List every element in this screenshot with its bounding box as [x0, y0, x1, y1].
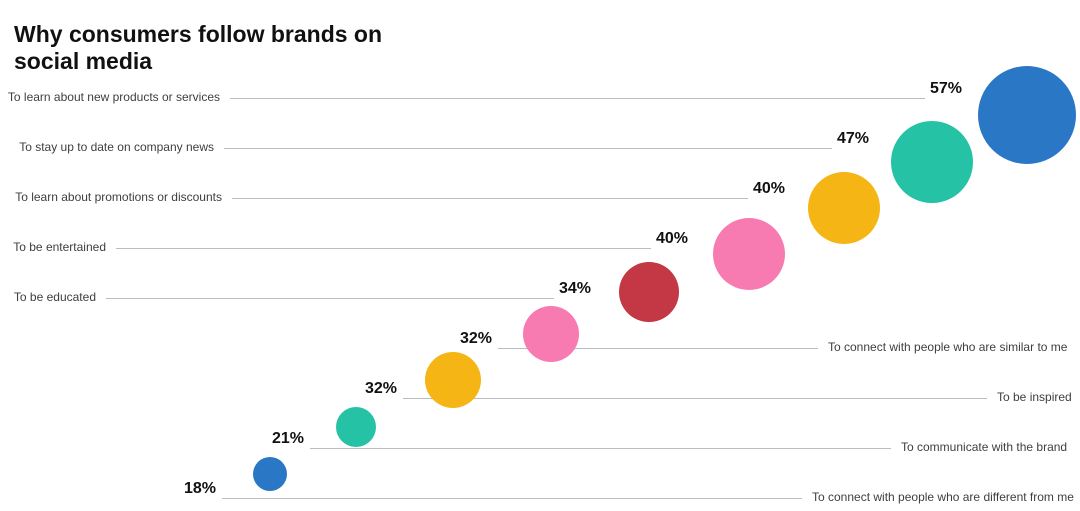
- rule-line: [403, 398, 987, 399]
- rule-line: [222, 498, 802, 499]
- rule-line: [106, 298, 554, 299]
- chart-row-new-products: To learn about new products or services: [230, 97, 925, 98]
- bubble-educated: [619, 262, 679, 322]
- percent-label: 40%: [656, 230, 688, 248]
- percent-label: 57%: [930, 80, 962, 98]
- chart-title: Why consumers follow brands on social me…: [14, 21, 382, 74]
- percent-label: 34%: [559, 280, 591, 298]
- percent-label: 18%: [184, 480, 216, 498]
- chart-row-inspired: To be inspired: [403, 397, 987, 398]
- percent-label: 40%: [753, 180, 785, 198]
- row-label: To be inspired: [987, 390, 1072, 404]
- row-label: To communicate with the brand: [891, 440, 1067, 454]
- chart-row-entertained: To be entertained: [116, 247, 651, 248]
- rule-line: [230, 98, 925, 99]
- bubble-inspired: [425, 352, 481, 408]
- rule-line: [116, 248, 651, 249]
- row-label: To stay up to date on company news: [19, 140, 224, 154]
- bubble-communicate: [336, 407, 376, 447]
- row-label: To be educated: [14, 290, 106, 304]
- row-label: To connect with people who are different…: [802, 490, 1074, 504]
- bubble-entertained: [713, 218, 785, 290]
- percent-label: 32%: [460, 330, 492, 348]
- rule-line: [232, 198, 748, 199]
- bubble-company-news: [891, 121, 973, 203]
- bubble-similar-people: [523, 306, 579, 362]
- chart-row-company-news: To stay up to date on company news: [224, 147, 832, 148]
- chart-row-communicate: To communicate with the brand: [310, 447, 891, 448]
- row-label: To connect with people who are similar t…: [818, 340, 1067, 354]
- chart-row-promotions: To learn about promotions or discounts: [232, 197, 748, 198]
- percent-label: 32%: [365, 380, 397, 398]
- bubble-different-people: [253, 457, 287, 491]
- percent-label: 47%: [837, 130, 869, 148]
- rule-line: [310, 448, 891, 449]
- chart-row-educated: To be educated: [106, 297, 554, 298]
- bubble-promotions: [808, 172, 880, 244]
- row-label: To learn about new products or services: [8, 90, 230, 104]
- row-label: To learn about promotions or discounts: [15, 190, 232, 204]
- rule-line: [224, 148, 832, 149]
- bubble-new-products: [978, 66, 1076, 164]
- chart-row-different-people: To connect with people who are different…: [222, 497, 802, 498]
- percent-label: 21%: [272, 430, 304, 448]
- row-label: To be entertained: [13, 240, 116, 254]
